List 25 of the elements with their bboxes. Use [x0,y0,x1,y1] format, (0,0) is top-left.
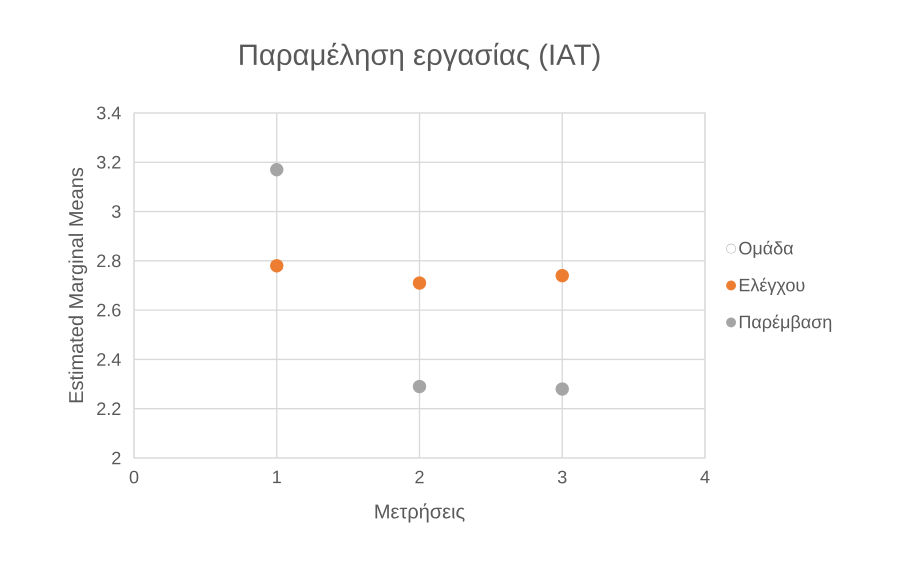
y-tick-label: 3.2 [96,156,120,169]
y-tick-label: 3.4 [96,106,121,120]
x-tick-label: 2 [415,470,424,484]
x-tick-label: 1 [273,470,281,484]
y-tick-label: 2.4 [97,353,121,366]
x-axis-title: Μετρήσεις [375,503,465,522]
legend-label: Ελέγχου [740,278,804,295]
y-tick-label: 2.8 [97,254,121,268]
legend-title: Ομάδα [739,240,794,258]
y-tick-label: 3 [112,205,121,218]
point [270,259,284,272]
point [412,276,426,290]
x-tick-label: 0 [130,470,138,484]
point [556,382,569,396]
y-tick-label: 2 [112,452,120,464]
y-tick-label: 2.6 [97,304,121,316]
y-axis-title: Estimated Marginal Means [68,168,88,402]
point [270,162,284,176]
y-tick-label: 2.2 [97,402,120,415]
x-tick-label: 4 [700,470,710,484]
point [556,268,569,282]
chart-title: Παραμέληση εργασίας (IAT) [240,42,600,71]
legend-label: Παρέμβαση [740,314,832,332]
point [412,380,426,394]
x-tick-label: 3 [558,470,566,484]
